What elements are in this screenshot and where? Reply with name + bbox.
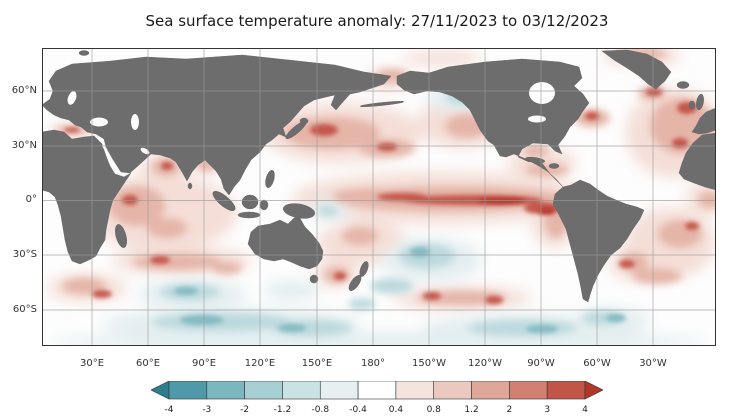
- land-philippines: [265, 170, 275, 188]
- land-great-britain: [696, 93, 704, 111]
- chart-title: Sea surface temperature anomaly: 27/11/2…: [145, 12, 609, 30]
- colorbar-segment: [546, 380, 586, 400]
- colorbar-svg: -4 -3 -2 -1.2 -0.8 -0.4 0.4 0.8 1.2 2 3 4: [150, 380, 604, 415]
- colorbar-segment: [319, 380, 359, 400]
- land-hispaniola: [548, 163, 560, 169]
- great-lakes: [528, 115, 546, 123]
- land-iberia: [691, 107, 716, 135]
- land-africa-east: [42, 129, 132, 265]
- colorbar-tick-label: 0.8: [427, 405, 442, 415]
- colorbar-segment: [357, 380, 397, 400]
- land-australia: [247, 214, 324, 270]
- x-axis-tick-label: 150°W: [412, 358, 446, 369]
- colorbar-tick-label: -0.4: [349, 405, 367, 415]
- land-tasmania: [309, 274, 319, 284]
- y-axis-tick-label: 60°S: [12, 304, 37, 315]
- x-axis-tick-label: 180°: [360, 358, 386, 369]
- land-sulawesi: [259, 199, 269, 211]
- land-hokkaido: [299, 117, 309, 125]
- persian-gulf: [140, 147, 150, 155]
- black-sea: [90, 117, 108, 127]
- caspian-sea: [131, 114, 139, 130]
- anomaly-warm-extreme-layer: [477, 198, 555, 214]
- colorbar-tick-label: -1.2: [274, 405, 292, 415]
- colorbar-tick-label: -0.8: [311, 405, 329, 415]
- colorbar-tick-label: 3: [544, 405, 550, 415]
- land-aleutians: [359, 101, 405, 107]
- map-plot-area: [42, 48, 716, 346]
- land-iceland: [676, 81, 690, 89]
- hudson-bay: [529, 82, 555, 104]
- colorbar: -4 -3 -2 -1.2 -0.8 -0.4 0.4 0.8 1.2 2 3 4: [150, 380, 604, 419]
- land-svalbard: [78, 50, 90, 56]
- x-axis-tick-label: 60°E: [135, 358, 161, 369]
- map-svg: [42, 48, 716, 346]
- x-axis-tick-label: 90°E: [191, 358, 217, 369]
- colorbar-segment: [395, 380, 435, 400]
- colorbar-tick-label: -3: [202, 405, 211, 415]
- baltic-sea: [67, 91, 77, 105]
- x-axis-tick-label: 90°W: [527, 358, 555, 369]
- land-africa-west: [678, 132, 716, 191]
- colorbar-segment: [244, 380, 283, 400]
- land-cuba: [524, 156, 546, 164]
- colorbar-segment: [433, 380, 472, 400]
- land-new-guinea: [282, 203, 316, 219]
- graticule-layer: [42, 48, 716, 346]
- x-axis-tick-label: 60°W: [583, 358, 611, 369]
- colorbar-tick-label: -2: [240, 405, 249, 415]
- red-sea: [101, 144, 120, 173]
- colorbar-segment: [206, 380, 245, 400]
- x-axis-tick-label: 30°E: [79, 358, 105, 369]
- colorbar-arrow-right: [584, 380, 604, 400]
- colorbar-tick-label: 4: [582, 405, 588, 415]
- x-axis-tick-label: 30°W: [639, 358, 667, 369]
- land-eurasia: [42, 54, 392, 196]
- land-sumatra: [212, 191, 236, 211]
- land-sri-lanka: [187, 182, 193, 190]
- x-axis-tick-label: 120°E: [244, 358, 276, 369]
- y-axis-tick-label: 30°N: [11, 140, 37, 151]
- y-axis-tick-label: 30°S: [12, 249, 37, 260]
- colorbar-tick-label: -4: [165, 405, 174, 415]
- inland-water-layer: [67, 82, 555, 173]
- land-madagascar: [115, 224, 127, 248]
- x-axis-tick-label: 120°W: [468, 358, 502, 369]
- land-borneo: [241, 194, 259, 210]
- x-axis-tick-label: 150°E: [301, 358, 333, 369]
- colorbar-tick-label: 2: [506, 405, 512, 415]
- land-south-america: [552, 179, 645, 303]
- colorbar-arrow-left: [150, 380, 170, 400]
- land-ireland: [688, 100, 696, 110]
- colorbar-segment: [509, 380, 548, 400]
- colorbar-segment: [168, 380, 208, 400]
- y-axis-tick-label: 60°N: [11, 85, 37, 96]
- land-new-zealand-south: [348, 275, 362, 291]
- colorbar-tick-label: 0.4: [389, 405, 404, 415]
- land-new-zealand-north: [359, 261, 369, 277]
- colorbar-segment: [471, 380, 510, 400]
- colorbar-segment: [282, 380, 321, 400]
- land-java: [237, 211, 261, 219]
- y-axis-tick-label: 0°: [25, 194, 37, 205]
- plot-frame: [42, 48, 716, 346]
- land-greenland: [601, 49, 672, 90]
- anomaly-cool-strong-layer: [174, 91, 626, 333]
- colorbar-tick-label: 1.2: [464, 405, 478, 415]
